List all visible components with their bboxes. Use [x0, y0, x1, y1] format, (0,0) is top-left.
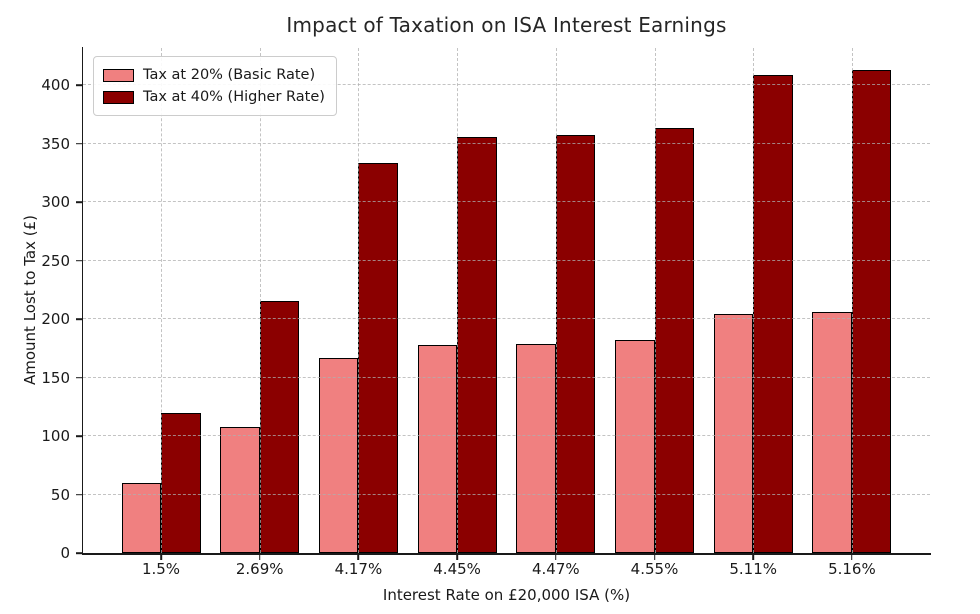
x-tick-mark-4 — [456, 554, 458, 560]
chart-title: Impact of Taxation on ISA Interest Earni… — [286, 13, 727, 37]
x-axis-label: Interest Rate on £20,000 ISA (%) — [382, 586, 631, 604]
x-tick-label-1: 1.5% — [141, 560, 181, 578]
bar-basic-rate-1 — [121, 482, 161, 553]
legend-label-higher-rate: Tax at 40% (Higher Rate) — [143, 89, 325, 105]
y-tick-label-100: 100 — [41, 427, 70, 446]
bar-higher-rate-7 — [753, 75, 793, 553]
bar-higher-rate-4 — [457, 136, 497, 553]
bar-basic-rate-4 — [417, 344, 458, 553]
plot-area: Tax at 20% (Basic Rate) Tax at 40% (High… — [83, 48, 930, 553]
y-tick-mark-200 — [76, 318, 82, 320]
legend: Tax at 20% (Basic Rate) Tax at 40% (High… — [93, 56, 337, 116]
y-tick-mark-350 — [76, 143, 82, 145]
bar-basic-rate-5 — [516, 344, 556, 553]
legend-entry-higher-rate: Tax at 40% (Higher Rate) — [103, 86, 325, 108]
bars-layer — [83, 48, 930, 553]
bar-higher-rate-2 — [259, 301, 300, 553]
y-tick-mark-300 — [76, 201, 82, 204]
y-tick-mark-400 — [76, 84, 82, 87]
x-axis-spine — [81, 553, 931, 555]
bar-basic-rate-2 — [220, 427, 260, 553]
legend-entry-basic-rate: Tax at 20% (Basic Rate) — [103, 64, 325, 86]
x-tick-label-8: 5.16% — [828, 560, 876, 578]
x-tick-label-6: 4.55% — [630, 560, 679, 578]
bar-basic-rate-3 — [318, 358, 359, 553]
y-tick-mark-50 — [76, 493, 82, 496]
y-tick-mark-250 — [76, 259, 82, 262]
y-axis-label: Amount Lost to Tax (£) — [21, 214, 39, 386]
x-tick-label-2: 2.69% — [235, 560, 284, 578]
y-tick-label-200: 200 — [41, 310, 70, 329]
y-tick-label-350: 350 — [41, 134, 70, 153]
x-tick-mark-2 — [258, 554, 261, 560]
bar-basic-rate-7 — [713, 314, 754, 553]
bar-higher-rate-8 — [851, 70, 892, 553]
y-tick-mark-0 — [76, 552, 82, 554]
bar-higher-rate-1 — [161, 412, 201, 553]
y-tick-label-150: 150 — [41, 368, 70, 387]
y-tick-mark-150 — [76, 376, 82, 379]
x-tick-mark-6 — [653, 554, 656, 560]
legend-swatch-higher-rate — [103, 90, 134, 104]
x-tick-mark-1 — [160, 554, 162, 560]
bar-higher-rate-3 — [358, 163, 398, 553]
x-tick-mark-5 — [555, 554, 557, 560]
x-tick-label-3: 4.17% — [334, 560, 383, 578]
y-tick-label-400: 400 — [41, 76, 70, 95]
bar-basic-rate-8 — [812, 311, 852, 553]
bar-higher-rate-5 — [555, 134, 596, 553]
legend-swatch-basic-rate — [103, 68, 134, 82]
y-axis-spine — [81, 47, 84, 554]
x-tick-label-7: 5.11% — [729, 560, 778, 578]
bar-higher-rate-6 — [654, 127, 694, 553]
x-tick-label-5: 4.47% — [531, 560, 580, 578]
x-tick-mark-8 — [851, 554, 853, 560]
y-tick-label-50: 50 — [50, 485, 70, 504]
x-tick-mark-3 — [357, 554, 360, 560]
bar-basic-rate-6 — [615, 340, 655, 553]
y-tick-label-250: 250 — [41, 251, 70, 270]
y-tick-label-300: 300 — [41, 193, 70, 212]
y-tick-label-0: 0 — [60, 544, 70, 562]
legend-label-basic-rate: Tax at 20% (Basic Rate) — [143, 67, 316, 83]
x-tick-label-4: 4.45% — [433, 560, 481, 578]
x-tick-mark-7 — [752, 554, 754, 560]
y-tick-mark-100 — [76, 435, 82, 437]
